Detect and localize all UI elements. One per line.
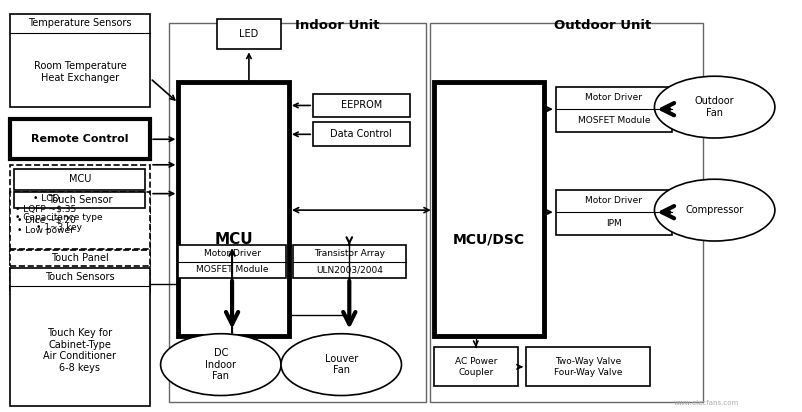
Text: Touch Sensors: Touch Sensors [45, 272, 115, 282]
FancyBboxPatch shape [313, 94, 409, 117]
Text: Transistor Array: Transistor Array [314, 249, 384, 258]
FancyBboxPatch shape [555, 87, 671, 132]
FancyBboxPatch shape [10, 192, 150, 249]
Circle shape [654, 179, 774, 241]
Text: EEPROM: EEPROM [340, 101, 382, 110]
Text: Outdoor
Fan: Outdoor Fan [694, 96, 734, 118]
Text: Remote Control: Remote Control [31, 134, 128, 144]
Text: Temperature Sensors: Temperature Sensors [28, 19, 132, 28]
Text: Two-Way Valve
Four-Way Valve: Two-Way Valve Four-Way Valve [553, 357, 622, 377]
FancyBboxPatch shape [525, 347, 650, 386]
FancyBboxPatch shape [10, 119, 150, 159]
FancyBboxPatch shape [555, 190, 671, 235]
Text: www.elecfans.com: www.elecfans.com [673, 400, 739, 406]
Circle shape [160, 334, 281, 396]
FancyBboxPatch shape [10, 268, 150, 406]
Text: Data Control: Data Control [330, 129, 391, 139]
Text: Louver
Fan: Louver Fan [324, 354, 358, 375]
Text: LED: LED [239, 29, 258, 39]
Text: Motor Driver: Motor Driver [204, 249, 260, 258]
Text: MCU/DSC: MCU/DSC [452, 232, 525, 246]
FancyBboxPatch shape [217, 19, 281, 49]
Text: Compressor: Compressor [685, 205, 743, 215]
Text: ULN2003/2004: ULN2003/2004 [315, 265, 383, 274]
Text: Touch Panel: Touch Panel [51, 253, 108, 263]
FancyBboxPatch shape [10, 165, 150, 295]
FancyBboxPatch shape [178, 245, 286, 278]
Text: Room Temperature
Heat Exchanger: Room Temperature Heat Exchanger [34, 61, 126, 83]
Text: MOSFET Module: MOSFET Module [196, 265, 268, 274]
Text: Indoor Unit: Indoor Unit [294, 19, 379, 32]
FancyBboxPatch shape [10, 250, 150, 266]
Circle shape [281, 334, 401, 396]
Text: AC Power
Coupler: AC Power Coupler [454, 357, 496, 377]
Text: Touch Key for
Cabinet-Type
Air Conditioner
6-8 keys: Touch Key for Cabinet-Type Air Condition… [43, 328, 116, 373]
FancyBboxPatch shape [178, 82, 289, 336]
FancyBboxPatch shape [293, 245, 405, 278]
Text: Touch Sensor: Touch Sensor [47, 195, 112, 205]
Text: IPM: IPM [606, 219, 621, 228]
Text: Outdoor Unit: Outdoor Unit [553, 19, 650, 32]
Text: MOSFET Module: MOSFET Module [577, 116, 650, 125]
Text: Motor Driver: Motor Driver [585, 94, 642, 102]
FancyBboxPatch shape [14, 192, 145, 208]
Text: Motor Driver: Motor Driver [585, 197, 642, 205]
FancyBboxPatch shape [313, 122, 409, 146]
Text: DC
Indoor
Fan: DC Indoor Fan [205, 348, 236, 381]
FancyBboxPatch shape [433, 82, 544, 336]
Text: • Capacitance type
• 1~3 key: • Capacitance type • 1~3 key [15, 213, 103, 232]
FancyBboxPatch shape [433, 347, 517, 386]
Text: • LCD
• LQFP ~$.35
• Dice ~$.20
• Low power: • LCD • LQFP ~$.35 • Dice ~$.20 • Low po… [15, 194, 76, 235]
Circle shape [654, 76, 774, 138]
Text: MCU: MCU [69, 174, 91, 184]
FancyBboxPatch shape [10, 14, 150, 107]
Text: MCU: MCU [214, 232, 253, 247]
FancyBboxPatch shape [14, 169, 145, 190]
